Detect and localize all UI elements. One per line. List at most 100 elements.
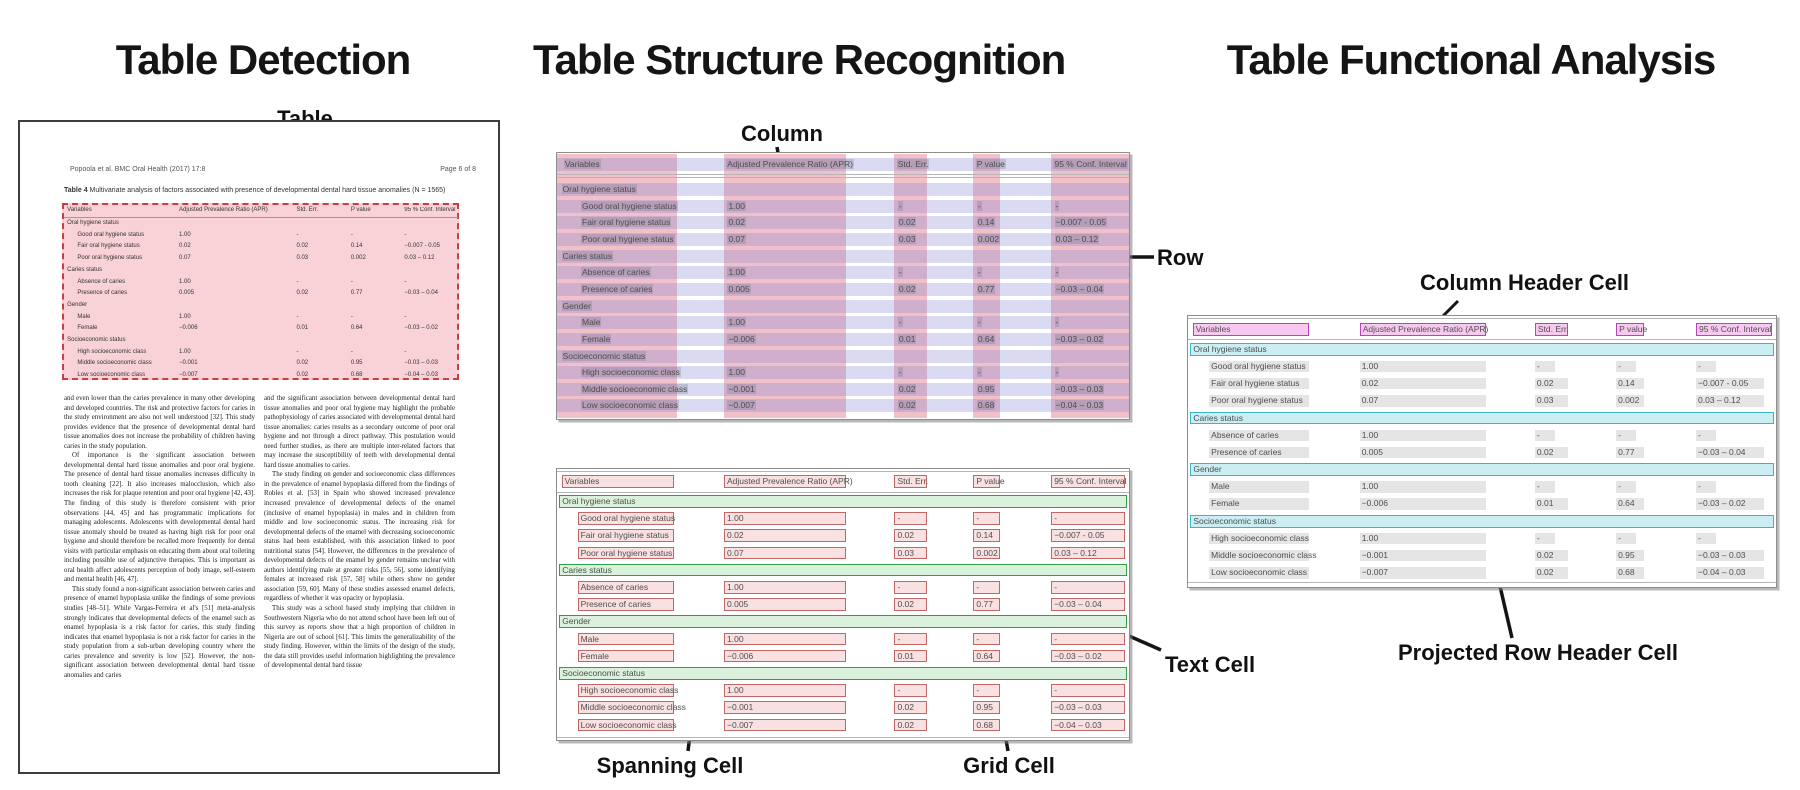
cell-text: Poor oral hygiene status bbox=[1211, 395, 1303, 406]
grid-cell: - bbox=[1051, 512, 1125, 525]
table-text: −0.03 – 0.03 bbox=[1054, 383, 1105, 396]
cell-text: 95 % Conf. Interval bbox=[1054, 476, 1127, 486]
text-cell: 0.005 bbox=[1359, 446, 1486, 459]
text-highlight: 0.02 bbox=[897, 283, 917, 294]
table-text: Std. Err. bbox=[896, 158, 930, 171]
doc-cell: Low socioeconomic class bbox=[77, 372, 146, 379]
text-cell: High socioeconomic class bbox=[1209, 532, 1309, 545]
cell-text: High socioeconomic class bbox=[1211, 532, 1309, 543]
text-cell-box: −0.006 bbox=[724, 649, 847, 663]
cell-text: 0.95 bbox=[1618, 549, 1635, 560]
doc-section-label: Caries status bbox=[67, 266, 103, 273]
text-highlight: 1.00 bbox=[727, 317, 746, 328]
cell-text: - bbox=[976, 685, 980, 696]
body-paragraph: and the significant association between … bbox=[264, 395, 455, 469]
doc-cell: −0.007 bbox=[179, 372, 198, 379]
doc-cell: 0.02 bbox=[296, 243, 309, 250]
table-bottom-rule bbox=[1188, 582, 1776, 583]
cell-text: 0.77 bbox=[1618, 446, 1635, 457]
cell-text: 0.03 bbox=[897, 547, 915, 558]
table-text: Female bbox=[581, 333, 612, 346]
panel-title-detection: Table Detection bbox=[115, 36, 412, 83]
doc-column-header: Variables bbox=[67, 207, 92, 213]
doc-cell: 0.68 bbox=[350, 372, 363, 379]
text-cell-box: −0.04 – 0.03 bbox=[1051, 718, 1125, 732]
cell-text: Presence of caries bbox=[1211, 446, 1282, 457]
text-highlight: −0.007 bbox=[727, 400, 756, 411]
cell-text: 0.07 bbox=[727, 547, 744, 558]
cell-text: Socioeconomic status bbox=[562, 668, 645, 678]
grid-cell: - bbox=[973, 632, 1001, 646]
text-cell-box: 0.002 bbox=[973, 546, 1001, 560]
text-cell-box: 1.00 bbox=[724, 684, 847, 697]
structure-table-cells: Variables Adjusted Prevalence Ratio (APR)… bbox=[556, 468, 1130, 741]
text-cell: - bbox=[1616, 532, 1637, 545]
cell-text: Good oral hygiene status bbox=[1211, 360, 1306, 371]
table-text: - bbox=[1054, 266, 1060, 279]
cell-text: −0.03 – 0.02 bbox=[1054, 650, 1102, 661]
cell-text: −0.04 – 0.03 bbox=[1698, 567, 1746, 578]
structure-table-rows-columns: Variables Adjusted Prevalence Ratio (APR)… bbox=[556, 152, 1130, 420]
cell-text: 0.002 bbox=[1618, 395, 1640, 406]
table-text: −0.03 – 0.02 bbox=[1054, 333, 1105, 346]
text-highlight: 0.68 bbox=[976, 400, 996, 411]
table-text: - bbox=[976, 366, 982, 379]
panel-title-structure: Table Structure Recognition bbox=[533, 36, 1066, 83]
table-text: 1.00 bbox=[727, 366, 746, 379]
text-highlight: Oral hygiene status bbox=[561, 184, 637, 194]
text-cell: 0.02 bbox=[1534, 377, 1568, 390]
text-cell: - bbox=[1616, 360, 1637, 373]
cell-text: Presence of caries bbox=[580, 599, 651, 610]
grid-cell: - bbox=[1051, 632, 1125, 646]
text-cell: - bbox=[1696, 429, 1717, 441]
text-highlight: −0.03 – 0.04 bbox=[1054, 283, 1105, 294]
text-cell: - bbox=[1534, 481, 1555, 493]
doc-cell: 1.00 bbox=[179, 278, 191, 285]
cell-text: Poor oral hygiene status bbox=[580, 547, 673, 558]
text-cell: - bbox=[1534, 532, 1555, 545]
body-paragraph: Of importance is the significant associa… bbox=[64, 452, 255, 584]
grid-cell: - bbox=[1051, 684, 1125, 697]
cell-text: - bbox=[976, 582, 980, 592]
cell-text: - bbox=[976, 633, 980, 644]
doc-cell: Presence of caries bbox=[77, 290, 128, 297]
cell-text: High socioeconomic class bbox=[580, 685, 679, 696]
text-highlight: Low socioeconomic class bbox=[581, 400, 679, 411]
text-cell: Female bbox=[1209, 498, 1309, 510]
cell-text: 0.02 bbox=[897, 702, 915, 713]
table-text: 0.07 bbox=[727, 233, 746, 246]
text-cell-box: 1.00 bbox=[724, 512, 847, 525]
text-cell-box: Middle socioeconomic class bbox=[577, 701, 686, 714]
cell-text: 0.02 bbox=[1536, 549, 1554, 560]
cell-text: P value bbox=[1619, 324, 1648, 334]
cell-text: - bbox=[1618, 532, 1621, 543]
projected-row-header-cell: Socioeconomic status bbox=[1190, 515, 1774, 528]
spanning-cell: Caries status bbox=[559, 563, 1127, 577]
row-band bbox=[557, 349, 1129, 363]
spanning-cell: Oral hygiene status bbox=[559, 495, 1127, 508]
text-highlight: 0.005 bbox=[727, 283, 751, 294]
cell-text: P value bbox=[976, 476, 1005, 486]
cell-text: Female bbox=[580, 650, 609, 661]
row-band bbox=[557, 332, 1129, 346]
doc-cell: 1.00 bbox=[179, 231, 191, 238]
cell-text: 0.64 bbox=[1618, 498, 1635, 509]
cell-text: 0.64 bbox=[976, 650, 993, 661]
text-cell-box: 1.00 bbox=[724, 581, 847, 594]
column-header-cell: P value bbox=[1616, 323, 1648, 336]
cell-text: 1.00 bbox=[1361, 360, 1379, 371]
cell-text: 0.03 – 0.12 bbox=[1698, 395, 1741, 406]
cell-text: - bbox=[1698, 360, 1701, 371]
cell-text: −0.03 – 0.04 bbox=[1698, 446, 1746, 457]
row-band bbox=[557, 399, 1129, 413]
text-highlight: 0.02 bbox=[727, 217, 746, 228]
text-highlight: 0.02 bbox=[897, 400, 917, 411]
text-highlight: High socioeconomic class bbox=[581, 367, 681, 378]
text-highlight: Std. Err. bbox=[896, 159, 930, 169]
doc-cell: −0.007 - 0.05 bbox=[404, 243, 440, 250]
cell-text: Variables bbox=[564, 476, 600, 486]
row-band bbox=[557, 199, 1129, 213]
text-cell-box: Absence of caries bbox=[577, 581, 675, 594]
cell-text: Low socioeconomic class bbox=[580, 719, 677, 730]
